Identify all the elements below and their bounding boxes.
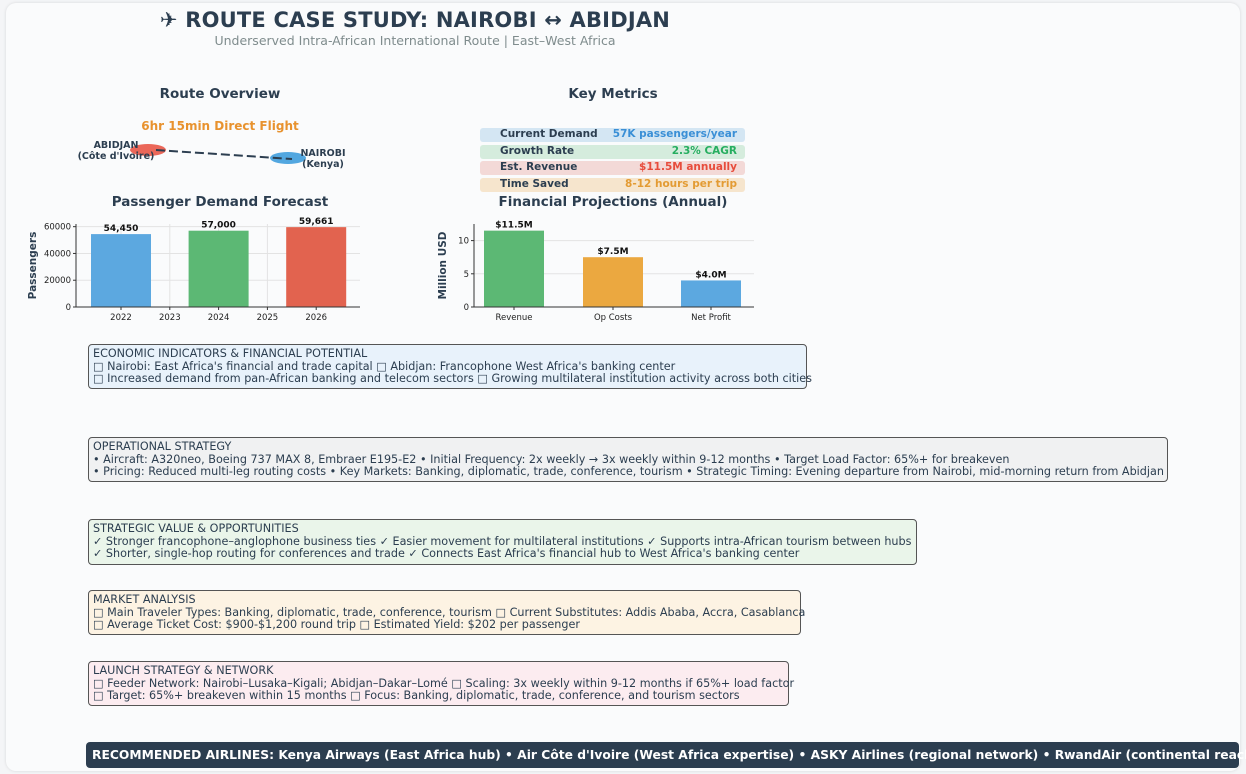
y-tick-label: 40000: [44, 249, 71, 259]
bar-value-label: 57,000: [201, 221, 236, 231]
metric-time-saved: Time Saved 8-12 hours per trip: [480, 178, 745, 192]
nairobi-country-label: (Kenya): [302, 159, 344, 170]
key-metrics-title: Key Metrics: [568, 86, 658, 102]
x-tick-label: 2025: [257, 313, 279, 323]
page-title: ✈ ROUTE CASE STUDY: NAIROBI ↔ ABIDJAN: [159, 8, 671, 32]
section-title: LAUNCH STRATEGY & NETWORK: [93, 664, 274, 677]
recommended-airlines-banner: RECOMMENDED AIRLINES: Kenya Airways (Eas…: [86, 742, 1246, 768]
metric-label: Time Saved: [500, 178, 569, 190]
bar: [484, 230, 544, 307]
section-line: □ Increased demand from pan-African bank…: [93, 372, 812, 385]
section-title: OPERATIONAL STRATEGY: [93, 440, 232, 453]
y-tick-label: 5: [464, 270, 469, 280]
route-map: ABIDJAN (Côte d'Ivoire) NAIROBI (Kenya): [78, 140, 346, 170]
section-line: □ Feeder Network: Nairobi–Lusaka–Kigali;…: [93, 676, 795, 690]
section-line: □ Nairobi: East Africa's financial and t…: [93, 359, 676, 373]
economic-indicators-box: ECONOMIC INDICATORS & FINANCIAL POTENTIA…: [88, 344, 812, 389]
abidjan-marker: [130, 144, 166, 156]
bar-value-label: $4.0M: [695, 270, 726, 280]
metric-label: Est. Revenue: [500, 161, 578, 173]
bar-value-label: $11.5M: [495, 221, 532, 231]
financial-chart: 0 5 10 Revenue Op Costs Net Profit $11.5M $7.5M…: [437, 221, 754, 323]
bar: [188, 230, 249, 307]
section-line: □ Average Ticket Cost: $900-$1,200 round…: [93, 618, 580, 631]
launch-strategy-box: LAUNCH STRATEGY & NETWORK □ Feeder Netwo…: [88, 661, 795, 706]
metric-label: Current Demand: [500, 128, 598, 140]
page-subtitle: Underserved Intra-African International …: [214, 33, 616, 48]
section-title: STRATEGIC VALUE & OPPORTUNITIES: [93, 522, 299, 535]
y-tick-label: 0: [464, 303, 469, 313]
section-line: ✓ Shorter, single-hop routing for confer…: [93, 547, 800, 560]
y-tick-label: 0: [66, 303, 71, 313]
bar: [286, 227, 347, 307]
market-analysis-box: MARKET ANALYSIS □ Main Traveler Types: B…: [88, 590, 806, 635]
x-tick-label: Op Costs: [594, 313, 633, 323]
y-tick-label: 10: [458, 237, 469, 247]
metric-label: Growth Rate: [500, 145, 575, 157]
section-title: MARKET ANALYSIS: [93, 593, 196, 606]
metric-value: 8-12 hours per trip: [625, 178, 737, 190]
x-tick-label: 2023: [159, 313, 181, 323]
financial-chart-title: Financial Projections (Annual): [498, 194, 728, 210]
metric-value: 2.3% CAGR: [671, 145, 737, 157]
route-line: [155, 149, 293, 160]
y-tick-label: 60000: [44, 223, 71, 233]
demand-chart-title: Passenger Demand Forecast: [111, 194, 329, 210]
section-line: • Pricing: Reduced multi-leg routing cos…: [93, 465, 1164, 478]
operational-strategy-box: OPERATIONAL STRATEGY • Aircraft: A320neo…: [88, 437, 1168, 482]
abidjan-label: ABIDJAN: [94, 140, 139, 151]
y-tick-label: 20000: [44, 276, 71, 286]
metric-current-demand: Current Demand 57K passengers/year: [480, 128, 745, 142]
flight-duration-label: 6hr 15min Direct Flight: [141, 119, 299, 133]
y-axis-title: Million USD: [437, 231, 449, 299]
bar-value-label: 54,450: [104, 224, 139, 234]
bar: [583, 257, 643, 307]
x-tick-label: Revenue: [495, 313, 532, 323]
section-line: □ Main Traveler Types: Banking, diplomat…: [93, 605, 806, 619]
section-line: □ Target: 65%+ breakeven within 15 month…: [93, 689, 740, 702]
x-tick-label: 2024: [208, 313, 230, 323]
bar-value-label: $7.5M: [597, 247, 628, 257]
metric-value: 57K passengers/year: [612, 128, 737, 140]
bar: [681, 280, 741, 307]
demand-chart: 0 20000 40000 60000 2022 2023 2024 2025 2026 54,4…: [27, 217, 360, 323]
x-tick-label: Net Profit: [691, 313, 731, 323]
section-line: • Aircraft: A320neo, Boeing 737 MAX 8, E…: [93, 452, 1010, 466]
nairobi-label: NAIROBI: [300, 148, 345, 159]
x-tick-label: 2022: [110, 313, 132, 323]
x-tick-label: 2026: [305, 313, 327, 323]
metric-growth-rate: Growth Rate 2.3% CAGR: [480, 145, 745, 159]
abidjan-country-label: (Côte d'Ivoire): [78, 151, 155, 162]
strategic-value-box: STRATEGIC VALUE & OPPORTUNITIES ✓ Strong…: [88, 519, 917, 565]
bar-value-label: 59,661: [299, 217, 334, 227]
bar: [91, 234, 151, 307]
section-line: ✓ Stronger francophone–anglophone busine…: [93, 534, 912, 548]
section-title: ECONOMIC INDICATORS & FINANCIAL POTENTIA…: [93, 347, 368, 360]
metric-est-revenue: Est. Revenue $11.5M annually: [480, 161, 745, 175]
metric-value: $11.5M annually: [639, 161, 737, 173]
route-overview-title: Route Overview: [159, 86, 281, 102]
y-axis-title: Passengers: [27, 232, 39, 300]
